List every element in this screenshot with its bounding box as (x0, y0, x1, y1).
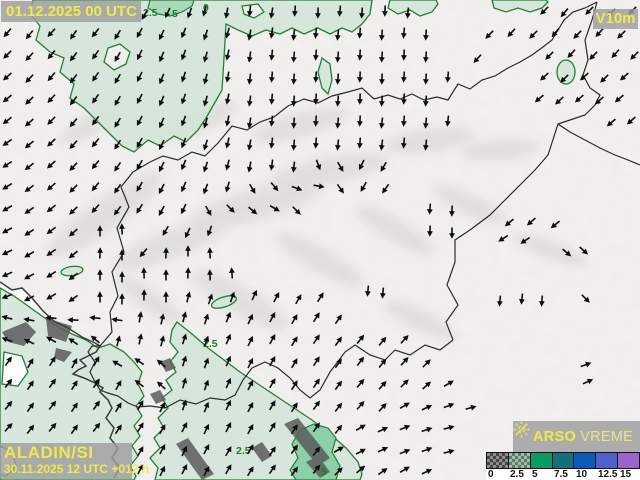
shade-strong-north (147, 0, 195, 17)
vreme-label: VREME (580, 428, 634, 445)
legend-tick-label: 12.5 (598, 469, 618, 480)
arso-vreme-branding: ARSO VREME (513, 421, 640, 452)
contour-value-label: 5 (321, 466, 327, 478)
shade-blob-center (210, 295, 238, 309)
model-name-label: ALADIN/SI (4, 443, 94, 462)
legend-tick-label: 5 (532, 469, 538, 480)
border-south (87, 339, 454, 409)
legend-cell (573, 453, 596, 468)
legend-tick-label: 10 (576, 469, 588, 480)
legend-cell (595, 453, 618, 468)
legend-tick-labels: 0 2.5 5 7.5 10 12.5 15 (486, 469, 640, 480)
legend-cell (617, 453, 640, 468)
legend-color-cells (486, 452, 640, 469)
field-name-label: V10m (593, 9, 638, 29)
country-borders (87, 1, 640, 409)
contour-value-label: 2.5 (236, 445, 251, 457)
legend-cell (507, 453, 530, 468)
border-northeast-exit (557, 123, 640, 166)
legend-tick-label: 15 (620, 469, 632, 480)
legend-cell (551, 453, 574, 468)
border-west (99, 171, 134, 347)
border-north (132, 1, 598, 173)
legend-tick-label: 2.5 (510, 469, 524, 480)
shade-top-patch-2 (491, 0, 549, 13)
contour-value-label: 5 (172, 8, 178, 20)
arso-label: ARSO (533, 428, 577, 445)
legend-cell (529, 453, 552, 468)
valid-time-label: 01.12.2025 00 UTC (1, 1, 141, 22)
shade-top-patch-1 (387, 0, 439, 17)
wind-speed-legend: 0 2.5 5 7.5 10 12.5 15 (486, 452, 640, 480)
model-run-label: 30.11.2025 12 UTC +012 h (4, 462, 150, 476)
model-info-box: ALADIN/SI 30.11.2025 12 UTC +012 h (0, 443, 150, 479)
shade-blob-northeast (556, 59, 576, 85)
legend-tick-label: 7.5 (554, 469, 568, 480)
legend-tick-label: 0 (488, 469, 494, 480)
sun-icon (513, 421, 530, 438)
legend-cell (487, 453, 508, 468)
shade-sliver-north (317, 56, 333, 96)
border-east (445, 1, 601, 341)
